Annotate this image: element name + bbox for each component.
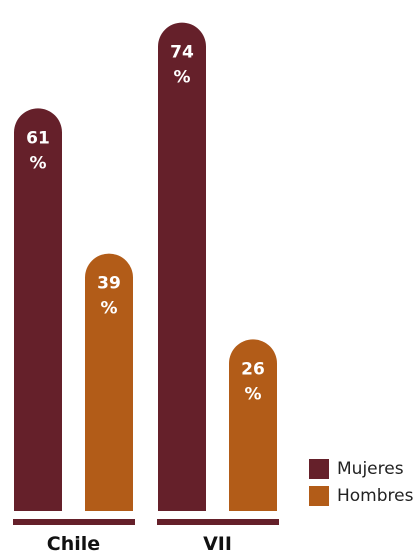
baseline-chile bbox=[13, 519, 135, 525]
bar-unit-chile-mujeres: % bbox=[29, 153, 46, 173]
bar-value-vii-mujeres: 74 bbox=[170, 43, 194, 63]
bar-unit-chile-hombres: % bbox=[100, 299, 117, 319]
category-labels-group: Chile VII bbox=[47, 533, 232, 554]
legend-swatch-mujeres bbox=[309, 458, 329, 479]
legend-label-mujeres: Mujeres bbox=[337, 458, 404, 479]
bar-value-chile-mujeres: 61 bbox=[26, 128, 50, 148]
bar-vii-hombres bbox=[229, 339, 277, 511]
bar-value-chile-hombres: 39 bbox=[97, 274, 121, 294]
bars-group: 61% 39% 74% 26% bbox=[14, 22, 277, 511]
bar-value-vii-hombres: 26 bbox=[241, 359, 265, 379]
bar-vii-mujeres bbox=[158, 22, 206, 511]
baseline-vii bbox=[157, 519, 279, 525]
legend: Mujeres Hombres bbox=[309, 455, 413, 509]
bar-chile-mujeres bbox=[14, 108, 62, 511]
legend-item-hombres: Hombres bbox=[309, 482, 413, 509]
legend-label-hombres: Hombres bbox=[337, 485, 414, 506]
bar-unit-vii-hombres: % bbox=[244, 384, 261, 404]
legend-item-mujeres: Mujeres bbox=[309, 455, 413, 482]
bar-unit-vii-mujeres: % bbox=[173, 68, 190, 88]
category-label-chile: Chile bbox=[47, 533, 100, 554]
bar-chile-hombres bbox=[85, 253, 133, 511]
legend-swatch-hombres bbox=[309, 485, 329, 506]
baselines-group bbox=[13, 519, 279, 525]
category-label-vii: VII bbox=[203, 533, 232, 554]
